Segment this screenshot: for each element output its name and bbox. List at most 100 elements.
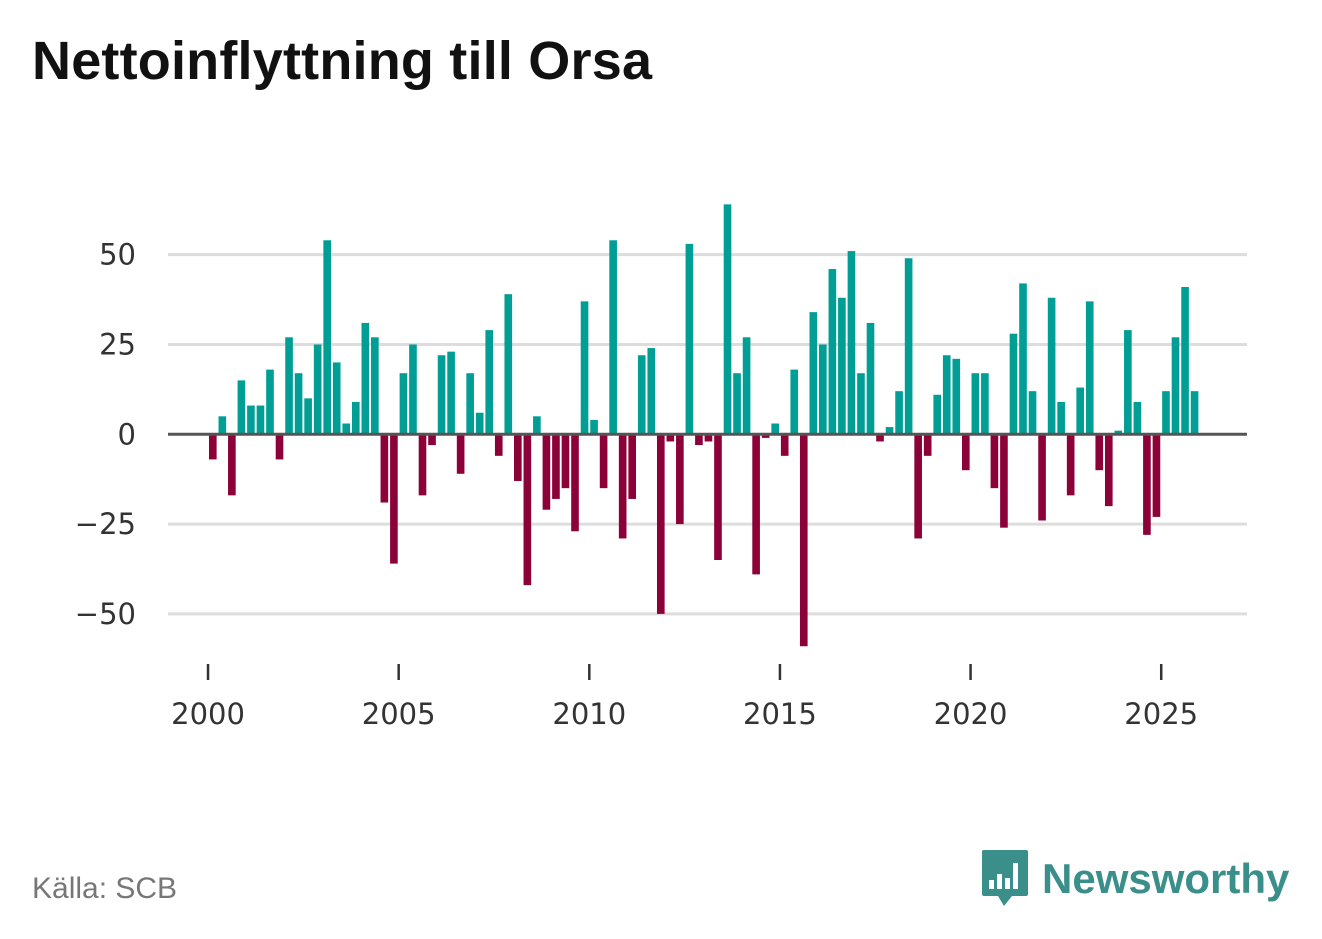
bar-positive	[1019, 283, 1027, 435]
bar-positive	[1114, 430, 1123, 435]
bar-positive	[466, 373, 474, 435]
bar-positive	[247, 405, 255, 435]
bar-negative	[514, 434, 522, 481]
bar-negative	[752, 434, 760, 575]
x-tick-label: 2005	[362, 697, 436, 731]
bar-positive	[1133, 401, 1142, 435]
x-tick-label: 2020	[934, 697, 1008, 731]
bar-positive	[218, 416, 227, 435]
x-tick-label: 2010	[552, 697, 626, 731]
bar-positive	[285, 337, 293, 435]
bar-positive	[847, 251, 856, 435]
bar-negative	[961, 434, 970, 471]
bar-positive	[819, 344, 827, 435]
bar-negative	[695, 434, 703, 446]
bar-negative	[418, 434, 427, 496]
bar-negative	[494, 434, 503, 456]
x-tick-label: 2015	[743, 697, 817, 731]
bar-positive	[351, 401, 360, 435]
y-tick-label: −50	[75, 597, 136, 631]
bar-positive	[256, 405, 265, 435]
bar-positive	[685, 243, 694, 435]
x-tick-label: 2000	[171, 697, 245, 731]
bar-negative	[761, 434, 770, 438]
bar-negative	[914, 434, 922, 539]
brand-logo[interactable]: Newsworthy	[980, 848, 1289, 910]
bar-negative	[1095, 434, 1104, 471]
x-tick-label: 2025	[1124, 697, 1198, 731]
bar-positive	[933, 394, 942, 435]
bar-positive	[1028, 391, 1037, 435]
bar-positive	[942, 355, 951, 435]
bar-negative	[618, 434, 627, 539]
bar-negative	[380, 434, 389, 503]
bar-negative	[208, 434, 217, 460]
bar-positive	[838, 297, 846, 435]
bar-positive	[790, 369, 799, 435]
bar-positive	[857, 373, 865, 435]
axes: −50 −25 0 25 50 2000 2005 2010 2015 2020 2025	[75, 238, 1247, 731]
bar-negative	[599, 434, 608, 489]
bar-negative	[666, 434, 675, 442]
bar-positive	[475, 412, 484, 435]
bar-negative	[542, 434, 551, 510]
bar-positive	[895, 391, 903, 435]
bar-positive	[1124, 330, 1132, 435]
bar-positive	[723, 204, 732, 435]
bar-negative	[561, 434, 570, 489]
bars	[208, 204, 1199, 647]
bar-positive	[1076, 387, 1085, 435]
bar-positive	[904, 258, 913, 435]
bar-positive	[447, 351, 455, 435]
y-tick-label: 50	[99, 238, 136, 272]
bar-positive	[866, 322, 875, 435]
bar-positive	[304, 398, 312, 435]
source-note: Källa: SCB	[32, 872, 178, 905]
bar-negative	[228, 434, 236, 496]
bar-negative	[990, 434, 999, 489]
gridlines	[168, 253, 1247, 616]
bar-positive	[437, 355, 446, 435]
bar-positive	[1162, 391, 1170, 435]
bar-negative	[552, 434, 560, 499]
bar-positive	[1009, 333, 1018, 435]
bar-positive	[1190, 391, 1199, 435]
bar-positive	[885, 427, 894, 435]
bar-negative	[1143, 434, 1151, 535]
bar-positive	[742, 337, 751, 435]
bar-positive	[266, 369, 274, 435]
bar-positive	[733, 373, 741, 435]
chart-title: Nettoinflyttning till Orsa	[32, 31, 653, 91]
y-tick-label: 25	[99, 327, 136, 361]
bar-negative	[1000, 434, 1008, 528]
bar-negative	[1152, 434, 1161, 517]
bar-negative	[876, 434, 884, 442]
bar-negative	[676, 434, 684, 525]
bar-negative	[923, 434, 932, 456]
bar-negative	[275, 434, 284, 460]
bar-positive	[1047, 297, 1056, 435]
bar-negative	[704, 434, 713, 442]
bar-negative	[571, 434, 579, 532]
bar-positive	[485, 330, 494, 435]
bar-negative	[714, 434, 722, 561]
bar-positive	[809, 312, 818, 435]
bar-positive	[332, 362, 341, 435]
bar-positive	[237, 380, 246, 435]
bar-positive	[771, 423, 779, 435]
bar-negative	[780, 434, 789, 456]
bar-positive	[323, 240, 331, 435]
y-tick-label: 0	[118, 417, 136, 451]
bar-negative	[1066, 434, 1075, 496]
bar-positive	[371, 337, 379, 435]
bar-negative	[656, 434, 665, 614]
bar-positive	[609, 240, 617, 435]
bar-negative	[523, 434, 532, 586]
bar-negative	[390, 434, 398, 564]
bar-positive	[981, 373, 989, 435]
bar-chart: −50 −25 0 25 50 2000 2005 2010 2015 2020 2025	[75, 204, 1247, 731]
bar-negative	[799, 434, 808, 647]
bar-negative	[428, 434, 436, 446]
bar-positive	[647, 348, 656, 435]
bar-negative	[1038, 434, 1046, 521]
